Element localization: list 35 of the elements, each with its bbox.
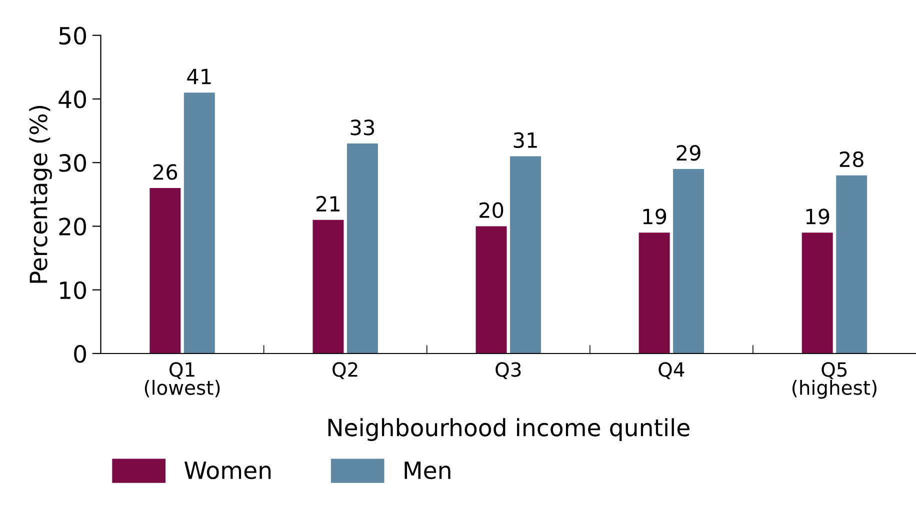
- y-axis-title: Percentage (%): [29, 106, 52, 283]
- bar: [346, 144, 378, 354]
- legend-label: Men: [404, 462, 450, 480]
- data-label: 41: [187, 68, 211, 84]
- x-tick-label: Q4: [658, 362, 684, 380]
- data-label: 33: [350, 120, 374, 136]
- bar: [802, 232, 833, 354]
- y-tick-label: 50: [59, 26, 86, 45]
- bar: [476, 226, 507, 354]
- data-label: 29: [676, 145, 700, 161]
- data-label: 21: [316, 196, 340, 212]
- y-tick-label: 10: [60, 281, 86, 300]
- x-axis-title: Neighbourhood income quntile: [328, 418, 690, 442]
- bar: [638, 232, 670, 354]
- bar: [150, 188, 181, 354]
- data-label: 26: [153, 164, 178, 180]
- bar: [510, 156, 541, 354]
- bar: [673, 168, 704, 354]
- data-label: 19: [806, 208, 830, 224]
- x-tick-label: Q5 (highest): [792, 362, 876, 399]
- data-label: 19: [643, 208, 666, 224]
- y-tick-label: 0: [74, 344, 86, 363]
- legend-label: Women: [184, 462, 271, 480]
- y-tick-label: 20: [59, 218, 86, 236]
- bar: [184, 92, 215, 354]
- y-tick-label: 30: [59, 154, 86, 172]
- x-tick-label: Q3: [496, 362, 521, 380]
- y-tick-label: 40: [58, 90, 86, 108]
- bar: [836, 175, 868, 354]
- x-tick-label: Q2: [332, 362, 358, 380]
- bar: [312, 220, 344, 354]
- x-tick-label: Q1 (lowest): [144, 362, 220, 398]
- data-label: 31: [514, 132, 537, 148]
- data-label: 28: [840, 151, 864, 168]
- data-label: 20: [480, 202, 504, 218]
